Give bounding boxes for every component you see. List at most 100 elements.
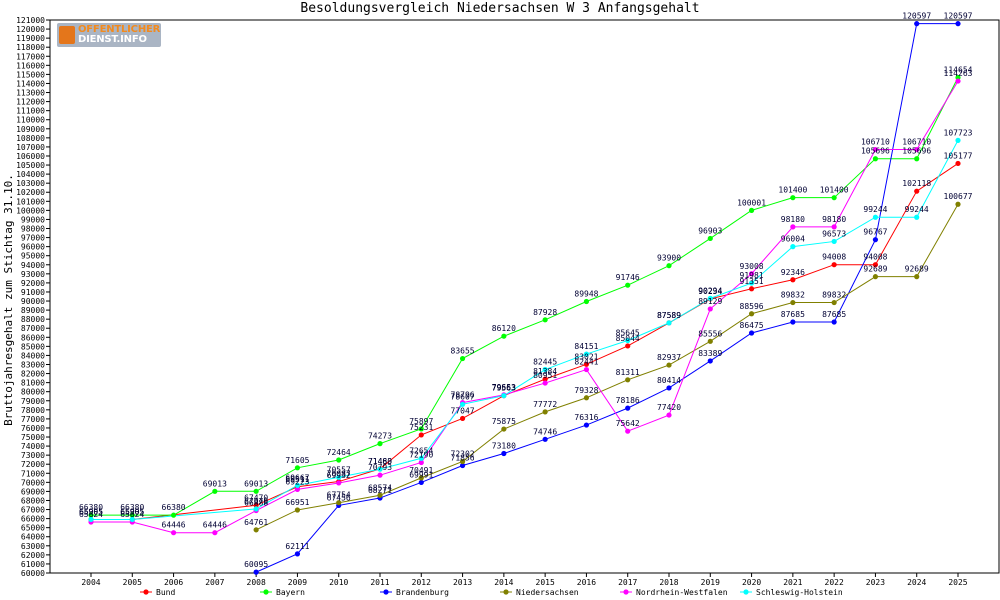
legend-label: Nordrhein-Westfalen <box>636 588 728 597</box>
data-point-bayern <box>790 195 796 201</box>
y-tick-label: 118000 <box>16 43 45 52</box>
data-label-nordrhein-westfalen: 65624 <box>120 510 144 519</box>
y-tick-label: 70000 <box>21 478 45 487</box>
y-tick-label: 62000 <box>21 551 45 560</box>
data-label-schleswig-holstein: 82445 <box>533 358 557 367</box>
y-tick-label: 78000 <box>21 406 45 415</box>
data-point-schleswig-holstein <box>377 466 383 472</box>
x-tick-label: 2007 <box>205 578 224 587</box>
data-label-nordrhein-westfalen: 64446 <box>203 521 227 530</box>
x-tick-label: 2010 <box>329 578 348 587</box>
y-tick-label: 100000 <box>16 206 45 215</box>
y-tick-label: 73000 <box>21 451 45 460</box>
data-point-brandenburg <box>790 319 796 325</box>
data-label-bund: 75231 <box>409 423 433 432</box>
data-point-niedersachsen <box>336 500 342 506</box>
data-label-schleswig-holstein: 91981 <box>740 271 764 280</box>
logo-line-1: OFFENTLICHER <box>78 24 161 35</box>
y-tick-label: 75000 <box>21 433 45 442</box>
data-label-niedersachsen: 92689 <box>863 265 887 274</box>
data-label-schleswig-holstein: 71460 <box>368 457 392 466</box>
data-label-bayern: 69013 <box>203 479 227 488</box>
data-label-schleswig-holstein: 90294 <box>698 286 722 295</box>
data-point-schleswig-holstein <box>294 482 301 488</box>
data-point-niedersachsen <box>377 492 383 498</box>
data-point-niedersachsen <box>707 338 713 344</box>
data-label-bund: 65905 <box>79 507 103 516</box>
data-point-schleswig-holstein <box>625 337 631 344</box>
y-tick-label: 105000 <box>16 161 45 170</box>
data-point-schleswig-holstein <box>914 214 920 220</box>
data-point-brandenburg <box>542 436 548 442</box>
x-tick-label: 2017 <box>618 578 637 587</box>
y-tick-label: 92000 <box>21 279 45 288</box>
x-tick-label: 2023 <box>866 578 885 587</box>
data-label-bayern: 74273 <box>368 432 392 441</box>
data-point-nordrhein-westfalen <box>707 306 713 312</box>
series-line-bund <box>91 163 959 520</box>
data-point-nordrhein-westfalen <box>583 366 590 373</box>
data-point-bund <box>831 262 837 268</box>
data-label-bayern: 72464 <box>327 448 351 457</box>
series-line-schleswig-holstein <box>91 140 959 520</box>
legend-item-nordrhein-westfalen: Nordrhein-Westfalen <box>620 588 728 597</box>
data-point-niedersachsen <box>501 426 507 432</box>
y-tick-label: 81000 <box>21 379 45 388</box>
legend-item-bayern: Bayern <box>260 588 305 597</box>
publisher-logo: OFFENTLICHER DIENST.INFO <box>57 23 161 47</box>
data-label-niedersachsen: 92689 <box>905 265 929 274</box>
data-point-niedersachsen <box>666 362 672 368</box>
x-tick-label: 2024 <box>907 578 926 587</box>
data-point-bayern <box>170 512 177 518</box>
data-point-bayern <box>418 426 424 432</box>
x-tick-label: 2015 <box>536 578 555 587</box>
data-label-bayern: 101400 <box>820 186 849 195</box>
data-label-bund: 105177 <box>944 151 973 160</box>
data-label-bund: 102118 <box>902 179 931 188</box>
x-tick-label: 2019 <box>701 578 720 587</box>
data-label-nordrhein-westfalen: 70793 <box>368 463 392 472</box>
data-point-bayern <box>625 282 631 288</box>
data-label-bayern: 96903 <box>698 226 722 235</box>
data-label-niedersachsen: 66951 <box>285 498 309 507</box>
data-label-niedersachsen: 70491 <box>409 466 433 475</box>
data-point-nordrhein-westfalen <box>418 459 424 466</box>
data-point-schleswig-holstein <box>872 214 879 220</box>
data-label-bayern: 86120 <box>492 324 516 333</box>
data-point-nordrhein-westfalen <box>170 530 177 536</box>
y-tick-label: 104000 <box>16 170 45 179</box>
y-tick-label: 114000 <box>16 79 45 88</box>
data-point-nordrhein-westfalen <box>212 530 218 536</box>
data-point-niedersachsen <box>872 274 879 280</box>
y-tick-label: 101000 <box>16 197 45 206</box>
data-point-schleswig-holstein <box>583 351 590 357</box>
y-tick-label: 61000 <box>21 560 45 569</box>
data-point-bund <box>253 502 259 508</box>
data-label-bund: 83021 <box>574 352 598 361</box>
data-point-niedersachsen <box>253 527 259 533</box>
x-tick-label: 2018 <box>659 578 678 587</box>
data-point-niedersachsen <box>583 395 590 401</box>
y-tick-label: 108000 <box>16 134 45 143</box>
data-point-brandenburg <box>418 479 424 486</box>
data-label-brandenburg: 96767 <box>863 228 887 237</box>
data-label-schleswig-holstein: 70557 <box>327 465 351 474</box>
legend-label: Schleswig-Holstein <box>756 588 843 597</box>
y-tick-label: 106000 <box>16 152 45 161</box>
x-tick-label: 2013 <box>453 578 472 587</box>
data-label-niedersachsen: 68574 <box>368 483 392 492</box>
series-line-bayern <box>91 77 959 516</box>
x-tick-label: 2012 <box>412 578 431 587</box>
data-label-nordrhein-westfalen: 106710 <box>861 138 890 147</box>
data-label-bund: 79563 <box>492 384 516 393</box>
y-tick-label: 88000 <box>21 315 45 324</box>
data-label-schleswig-holstein: 79563 <box>492 384 516 393</box>
data-point-niedersachsen <box>625 377 631 383</box>
y-tick-label: 91000 <box>21 288 45 297</box>
data-label-nordrhein-westfalen: 69932 <box>327 471 351 480</box>
data-point-bayern <box>542 317 548 323</box>
data-point-bayern <box>583 298 590 305</box>
data-point-nordrhein-westfalen <box>748 271 755 277</box>
y-tick-label: 60000 <box>21 569 45 578</box>
data-label-niedersachsen: 88596 <box>740 302 764 311</box>
